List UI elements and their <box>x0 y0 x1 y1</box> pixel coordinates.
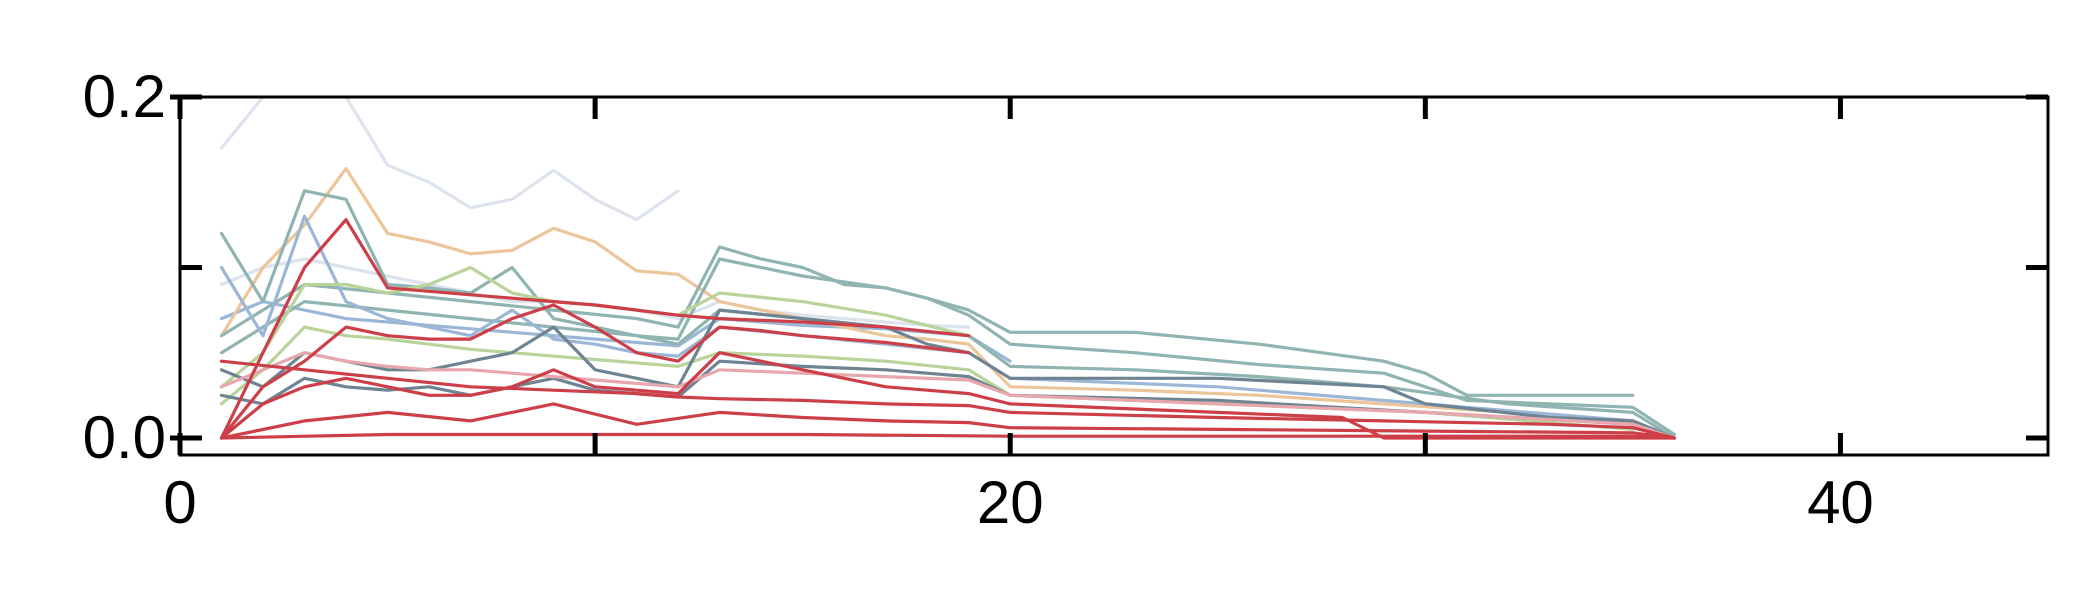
series-line-10 <box>219 308 1677 440</box>
x-tick-label: 20 <box>977 469 1044 536</box>
series-line-6 <box>219 189 1677 440</box>
x-tick-label: 0 <box>163 469 196 536</box>
y-tick-label: 0.0 <box>83 404 166 471</box>
axis-ticks <box>170 94 2048 455</box>
series-line-14 <box>219 303 971 440</box>
series-line-8 <box>219 265 971 389</box>
series-line-0 <box>219 97 680 222</box>
series-line-18 <box>219 432 1677 440</box>
y-tick-label: 0.2 <box>83 63 166 130</box>
series-line-15 <box>219 359 1677 440</box>
series-line-13 <box>219 218 971 440</box>
x-tick-label: 40 <box>1807 469 1874 536</box>
series-line-17 <box>219 402 1677 440</box>
series-line-16 <box>219 351 1677 440</box>
plot-frame <box>178 95 2050 457</box>
series-layer <box>219 97 1677 440</box>
series-line-12 <box>219 351 1677 440</box>
tick-labels: 0 20 40 0.0 0.2 <box>83 63 1874 536</box>
series-line-3 <box>219 167 1677 440</box>
